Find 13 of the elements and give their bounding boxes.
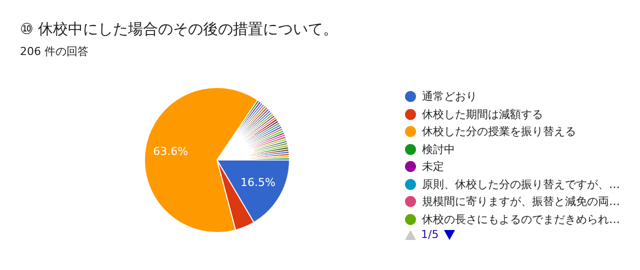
legend-label: 規模間に寄りますが、振替と減免の両… <box>422 194 620 210</box>
data-label: 16.5% <box>240 176 276 190</box>
text: 1/5 <box>421 228 439 241</box>
text: 206 件の回答 <box>20 44 88 59</box>
legend-label: 検討中 <box>422 142 455 157</box>
legend-label: 未定 <box>422 159 444 174</box>
legend-label: 原則、休校した分の振り替えですが、… <box>422 176 620 192</box>
data-label: 63.6% <box>153 144 188 158</box>
legend-label: 通常どおり <box>422 89 477 104</box>
legend-label: 休校の長さにもよるのでまだきめられ… <box>422 212 620 227</box>
chart-title: ⑩ 休校中にした場合のその後の措置について。 <box>20 20 338 39</box>
legend-label: 休校した分の授業を振り替える <box>422 124 576 140</box>
legend-label: 休校した期間は減額する <box>422 106 543 122</box>
